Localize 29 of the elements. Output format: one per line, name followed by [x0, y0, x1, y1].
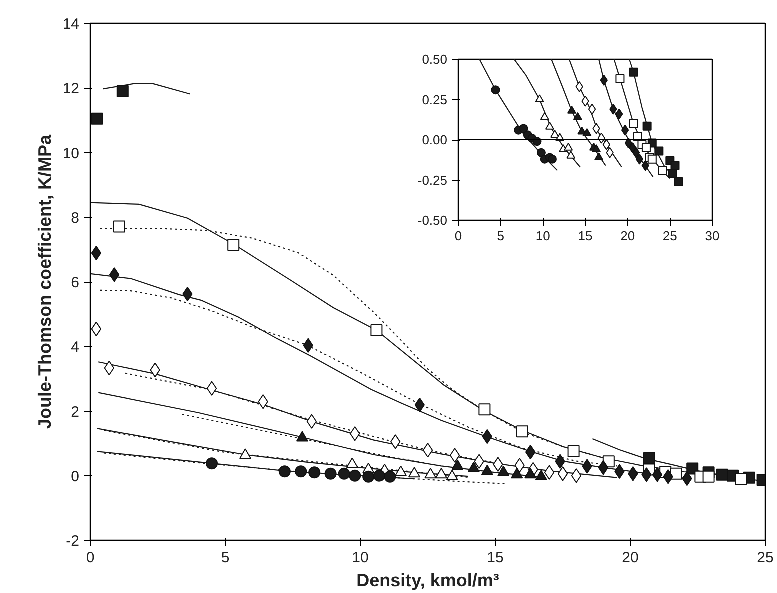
x-tick-label: 30 [705, 228, 720, 244]
y-tick-label: -2 [66, 533, 80, 550]
y-tick-label: 0 [71, 468, 80, 486]
x-tick-label: 0 [86, 550, 95, 566]
y-tick-label: 0.00 [422, 132, 448, 148]
y-tick-label: 6 [71, 274, 80, 292]
y-tick-label: -0.50 [418, 213, 448, 228]
x-tick-label: 20 [622, 550, 639, 566]
y-tick-label: 0.25 [422, 92, 448, 108]
x-tick-label: 5 [497, 228, 504, 244]
y-tick-label: 12 [62, 80, 80, 98]
x-axis-title: Density, kmol/m³ [356, 570, 500, 590]
y-tick-label: 10 [62, 145, 80, 162]
x-tick-label: 20 [620, 228, 636, 244]
x-tick-label: 15 [487, 550, 504, 566]
y-tick-label: 0.50 [422, 52, 448, 67]
x-tick-label: 5 [221, 550, 230, 566]
y-tick-label: 2 [71, 404, 80, 421]
x-tick-label: 10 [536, 228, 550, 244]
x-tick-label: 25 [757, 550, 774, 566]
y-tick-label: 8 [71, 210, 80, 227]
x-tick-label: 25 [662, 228, 678, 244]
x-tick-label: 0 [454, 228, 462, 244]
x-tick-label: 10 [352, 550, 369, 566]
y-tick-label: -0.25 [418, 172, 448, 188]
y-tick-label: 4 [71, 339, 80, 356]
x-tick-label: 15 [578, 228, 593, 244]
y-axis-title: Joule-Thomson coefficient, K/MPa [34, 134, 55, 430]
y-tick-label: 14 [62, 16, 80, 33]
